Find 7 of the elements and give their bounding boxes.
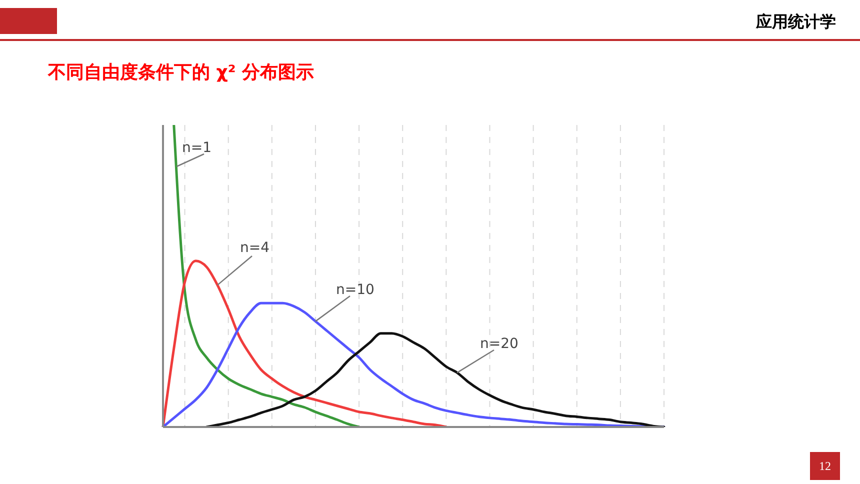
text: n=4: [240, 240, 270, 256]
chart-title: 不同自由度条件下的 χ² 分布图示: [48, 61, 314, 84]
text: n=20: [480, 336, 518, 352]
text: 应用统计学: [756, 12, 836, 33]
text: n=10: [336, 282, 374, 298]
series-label: n=1: [182, 140, 212, 156]
text: 12: [810, 452, 840, 480]
